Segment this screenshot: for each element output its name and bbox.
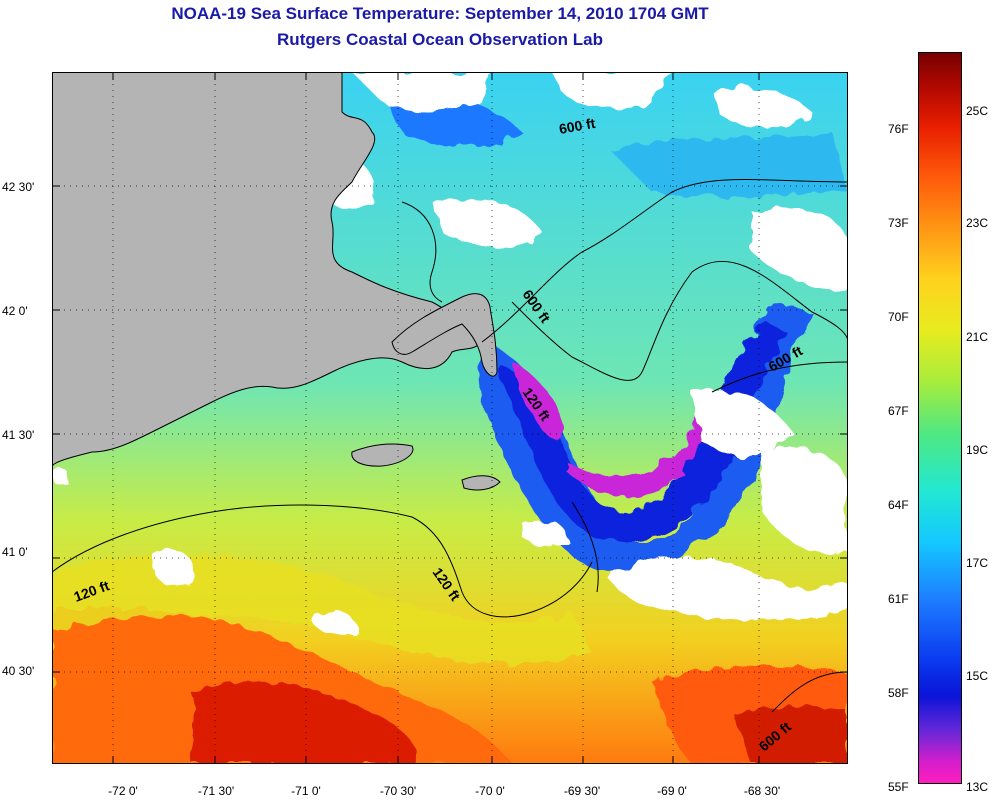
fahrenheit-label: 70F <box>888 310 909 324</box>
marthas-vineyard <box>351 443 414 467</box>
hot-water-southeast <box>732 706 848 764</box>
longitude-label: -69 30' <box>563 784 601 798</box>
celsius-label: 23C <box>966 216 989 230</box>
contour-label: 600 ft <box>558 115 597 137</box>
longitude-label: -70 30' <box>379 784 417 798</box>
map-subtitle: Rutgers Coastal Ocean Observation Lab <box>277 30 603 49</box>
fahrenheit-label: 73F <box>888 216 909 230</box>
latitude-label: 41 0' <box>2 545 28 559</box>
celsius-label: 21C <box>966 330 989 344</box>
cloud-cover <box>52 72 848 634</box>
latitude-label: 42 0' <box>2 304 28 318</box>
fahrenheit-label: 55F <box>888 780 909 794</box>
longitude-label: -72 0' <box>108 784 138 798</box>
fahrenheit-label: 58F <box>888 686 909 700</box>
celsius-label: 15C <box>966 669 989 683</box>
coordinate-grid <box>52 72 848 764</box>
frame-ticks <box>52 72 848 764</box>
depth-contours <box>52 179 848 713</box>
longitude-label: -69 0' <box>657 784 687 798</box>
fahrenheit-label: 76F <box>888 122 909 136</box>
fahrenheit-label: 67F <box>888 404 909 418</box>
fahrenheit-label: 64F <box>888 498 909 512</box>
land-mass <box>52 72 483 468</box>
longitude-label: -71 0' <box>291 784 321 798</box>
latitude-label: 42 30' <box>2 180 35 194</box>
cold-water-band <box>478 302 812 572</box>
celsius-label: 17C <box>966 556 989 570</box>
nantucket <box>461 475 501 491</box>
cape-cod <box>391 293 498 377</box>
temperature-colorbar <box>918 52 962 784</box>
map-frame <box>52 72 848 764</box>
longitude-label: -70 0' <box>475 784 505 798</box>
celsius-label: 13C <box>966 780 989 794</box>
latitude-label: 40 30' <box>2 664 35 678</box>
longitude-label: -68 30' <box>743 784 781 798</box>
celsius-label: 19C <box>966 443 989 457</box>
hot-water-south <box>192 681 416 764</box>
fahrenheit-label: 61F <box>888 592 909 606</box>
longitude-label: -71 30' <box>197 784 235 798</box>
sst-map: 600 ft 600 ft 600 ft 600 ft 120 ft 120 f… <box>52 72 848 764</box>
map-title: NOAA-19 Sea Surface Temperature: Septemb… <box>171 4 709 23</box>
celsius-label: 25C <box>966 104 989 118</box>
latitude-label: 41 30' <box>2 428 35 442</box>
